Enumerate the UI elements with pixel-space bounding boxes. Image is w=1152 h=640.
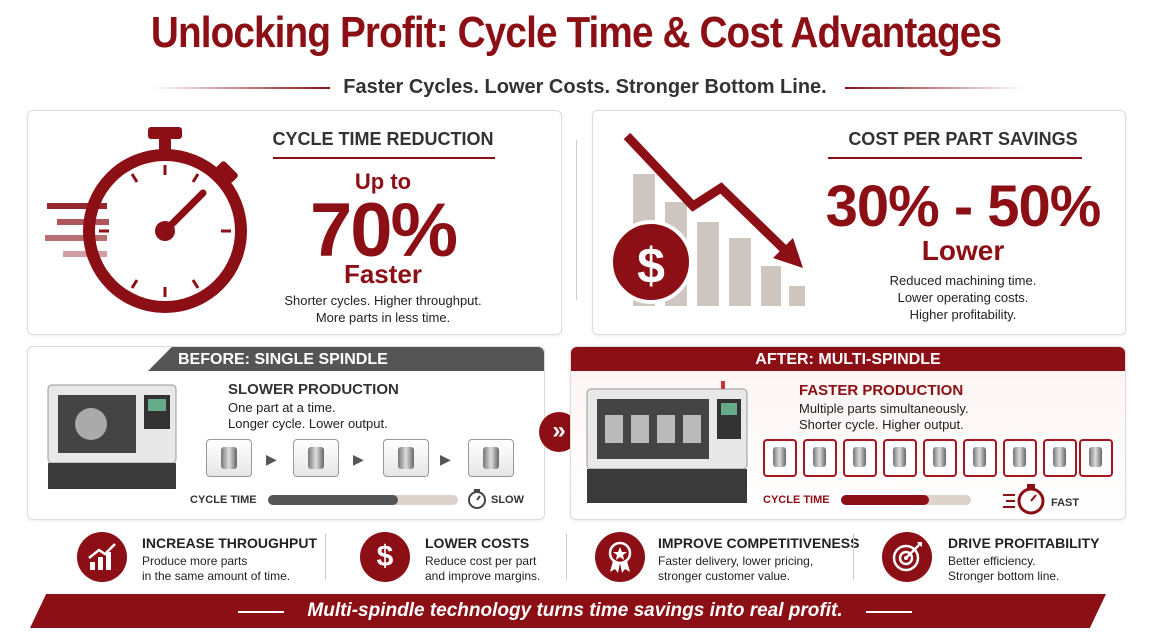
arrow: ▶ (353, 451, 364, 467)
benefit-icon (882, 532, 932, 582)
rule (866, 611, 912, 613)
suffix: Lower (921, 235, 1005, 266)
divider (853, 534, 854, 580)
benefit-icon (77, 532, 127, 582)
single-spindle-machine (47, 384, 177, 489)
benefit-line: in the same amount of time. (142, 569, 291, 583)
cycle-panel: CYCLE TIME REDUCTION Up to 70% Faster Sh… (27, 110, 562, 335)
part (763, 439, 797, 477)
after-panel: AFTER: MULTI-SPINDLE FASTER PRODUCTION M… (570, 346, 1126, 520)
note: One part at a time. (228, 400, 336, 415)
part (1003, 439, 1037, 477)
benefit-line: Faster delivery, lower pricing, (658, 554, 814, 568)
before-panel: BEFORE: SINGLE SPINDLE SLOWER PRODUCTION… (27, 346, 545, 520)
big-figure: 30% - 50% (825, 174, 1102, 239)
arrow: ▶ (440, 451, 451, 467)
benefit-line: Better efficiency. (948, 554, 1036, 568)
part (206, 439, 252, 477)
part (1043, 439, 1077, 477)
benefit-title: DRIVE PROFITABILITY (948, 535, 1100, 551)
benefit-title: INCREASE THROUGHPUT (142, 535, 318, 551)
benefit-line: and improve margins. (425, 569, 541, 583)
speed-label: FAST (1051, 497, 1080, 509)
benefit-title: LOWER COSTS (425, 535, 530, 551)
speed-label: SLOW (491, 494, 524, 506)
part (923, 439, 957, 477)
benefit-line: Stronger bottom line. (948, 569, 1060, 583)
divider (325, 534, 326, 580)
part (293, 439, 339, 477)
stopwatch-small (468, 489, 486, 509)
benefit-line: Reduce cost per part (425, 554, 537, 568)
award-icon (608, 541, 632, 573)
note: Multiple parts simultaneously. (799, 401, 969, 416)
target-icon (892, 542, 922, 572)
stopwatch-icon (45, 127, 247, 313)
part (803, 439, 837, 477)
benefit-icon (595, 532, 645, 582)
panel-heading: COST PER PART SAVINGS (848, 129, 1078, 149)
footer-text: Multi-spindle technology turns time savi… (307, 600, 843, 621)
multi-spindle-machine (586, 381, 748, 503)
panel-heading: CYCLE TIME REDUCTION (272, 129, 494, 149)
part (963, 439, 997, 477)
rule (828, 157, 1082, 159)
rule (150, 87, 330, 89)
cost-chart-icon (609, 132, 805, 306)
part (468, 439, 514, 477)
divider (566, 534, 567, 580)
part (383, 439, 429, 477)
footer-band (30, 594, 1106, 628)
meter-fill (268, 495, 398, 505)
dollar-icon: $ (637, 238, 665, 294)
prefix: Up to (354, 169, 412, 194)
part (883, 439, 917, 477)
benefit-line: stronger customer value. (658, 569, 791, 583)
rule (273, 157, 495, 159)
banner (148, 347, 544, 371)
cost-panel: $ COST PER PART SAVINGS 30% - 50% Lower … (592, 110, 1126, 335)
note: Longer cycle. Lower output. (228, 416, 388, 431)
banner-text: BEFORE: SINGLE SPINDLE (178, 351, 388, 368)
benefit-icon: $ (360, 532, 410, 582)
part (1079, 439, 1113, 477)
note: More parts in less time. (315, 310, 451, 325)
meter-fill (841, 495, 929, 505)
note: Higher profitability. (909, 307, 1017, 322)
suffix: Faster (343, 259, 423, 289)
growth-icon (88, 543, 116, 570)
section-heading: SLOWER PRODUCTION (228, 381, 399, 398)
divider (576, 140, 577, 300)
subtitle: Faster Cycles. Lower Costs. Stronger Bot… (343, 76, 827, 98)
benefit-line: Produce more parts (142, 554, 248, 568)
part (843, 439, 877, 477)
note: Reduced machining time. (889, 273, 1037, 288)
section-heading: FASTER PRODUCTION (799, 382, 964, 399)
arrow: ▶ (266, 451, 277, 467)
stopwatch-small (1003, 484, 1045, 515)
banner-text: AFTER: MULTI-SPINDLE (755, 351, 941, 368)
big-figure: 70% (309, 188, 458, 273)
rule (845, 87, 1025, 89)
rule (238, 611, 284, 613)
meter-label: CYCLE TIME (763, 494, 830, 506)
note: Shorter cycles. Higher throughput. (284, 293, 482, 308)
title: Unlocking Profit: Cycle Time & Cost Adva… (150, 8, 1002, 57)
note: Lower operating costs. (897, 290, 1029, 305)
meter-label: CYCLE TIME (190, 494, 257, 506)
banner (571, 347, 1125, 371)
benefit-title: IMPROVE COMPETITIVENESS (658, 535, 860, 551)
note: Shorter cycle. Higher output. (799, 417, 964, 432)
